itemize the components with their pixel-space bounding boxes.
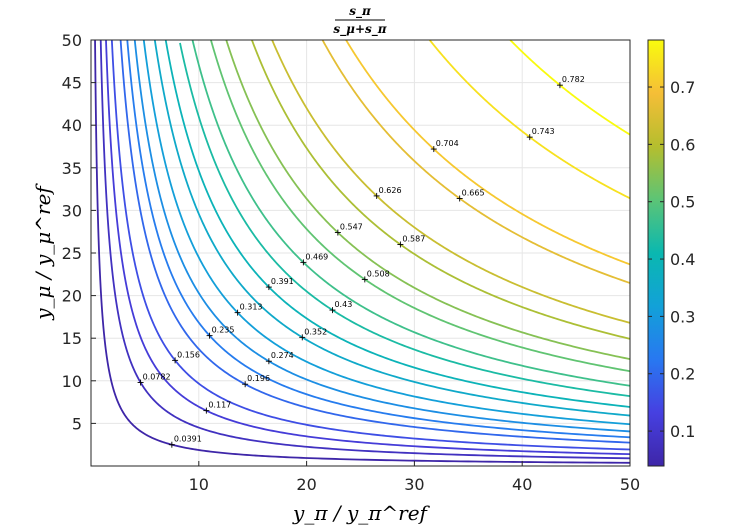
colorbar-tick-label: 0.5 — [670, 193, 695, 212]
level-label: 0.352 — [304, 327, 327, 336]
level-label: 0.391 — [271, 277, 294, 286]
contour-line — [99, 39, 631, 460]
x-tick-label: 50 — [620, 475, 640, 494]
y-tick-label: 20 — [62, 287, 82, 306]
colorbar — [647, 39, 665, 467]
level-label: 0.235 — [212, 326, 235, 335]
level-label: 0.313 — [240, 303, 263, 312]
contour-line — [225, 39, 631, 360]
chart-title: s_π s_μ+s_π — [333, 4, 386, 37]
x-tick-label: 10 — [189, 475, 209, 494]
contour-lines — [94, 39, 631, 464]
y-tick-label: 50 — [62, 31, 82, 50]
level-label: 0.274 — [271, 351, 294, 360]
x-ticks: 10 20 30 40 50 — [189, 461, 640, 494]
colorbar-tick-label: 0.3 — [670, 307, 695, 326]
y-tick-label: 25 — [62, 244, 82, 263]
x-axis-label: y_π / y_π^ref — [292, 501, 430, 525]
contour-line — [321, 39, 631, 284]
level-label: 0.665 — [462, 188, 485, 197]
contour-line — [251, 39, 631, 340]
level-label: 0.156 — [177, 350, 200, 359]
colorbar-tick-label: 0.4 — [670, 250, 695, 269]
level-label: 0.469 — [305, 252, 328, 261]
contour-line — [345, 39, 631, 266]
level-label: 0.743 — [532, 127, 555, 136]
x-tick-label: 20 — [296, 475, 316, 494]
colorbar-tick-label: 0.2 — [670, 365, 695, 384]
level-label: 0.0782 — [143, 373, 171, 382]
y-tick-label: 45 — [62, 74, 82, 93]
x-tick-label: 30 — [404, 475, 424, 494]
contour-line — [94, 39, 631, 464]
level-label: 0.626 — [379, 186, 402, 195]
contour-line — [110, 39, 631, 451]
contour-line — [153, 39, 631, 417]
contour-line — [210, 39, 631, 373]
y-tick-label: 10 — [62, 372, 82, 391]
y-tick-label: 15 — [62, 329, 82, 348]
y-axis-label: y_μ / y_μ^ref — [31, 183, 55, 321]
contour-line — [164, 39, 631, 408]
y-ticks: 5 10 15 20 25 30 35 40 45 50 — [62, 31, 96, 433]
contour-line — [133, 39, 631, 433]
colorbar-ticks: 0.1 0.2 0.3 0.4 0.5 0.6 0.7 — [648, 78, 695, 441]
colorbar-tick-label: 0.1 — [670, 422, 695, 441]
level-label: 0.43 — [334, 300, 352, 309]
level-label: 0.587 — [402, 234, 425, 243]
contour-line — [105, 39, 631, 456]
title-numerator: s_π — [349, 4, 371, 19]
y-tick-label: 30 — [62, 201, 82, 220]
y-tick-label: 5 — [72, 414, 82, 433]
contour-level-labels: 0.0391 0.0782 0.117 0.156 0.196 0.235 0.274 0.3… — [137, 75, 585, 448]
contour-line — [429, 39, 631, 200]
level-label: 0.704 — [436, 139, 459, 148]
level-label: 0.508 — [367, 269, 390, 278]
contour-line — [142, 39, 631, 426]
y-tick-label: 35 — [62, 159, 82, 178]
level-label: 0.782 — [562, 75, 585, 84]
x-tick-label: 40 — [512, 475, 532, 494]
colorbar-tick-label: 0.7 — [670, 78, 695, 97]
title-denominator: s_μ+s_π — [333, 22, 386, 37]
level-label: 0.117 — [208, 401, 231, 410]
contour-line — [119, 39, 631, 444]
contour-line — [509, 39, 631, 136]
colorbar-tick-label: 0.6 — [670, 135, 695, 154]
contour-line — [179, 42, 631, 398]
level-label: 0.547 — [340, 223, 363, 232]
contour-line — [191, 39, 631, 387]
contour-line — [271, 39, 631, 324]
contour-line — [126, 39, 631, 439]
level-label: 0.196 — [247, 374, 270, 383]
level-label: 0.0391 — [174, 435, 202, 444]
y-tick-label: 40 — [62, 116, 82, 135]
